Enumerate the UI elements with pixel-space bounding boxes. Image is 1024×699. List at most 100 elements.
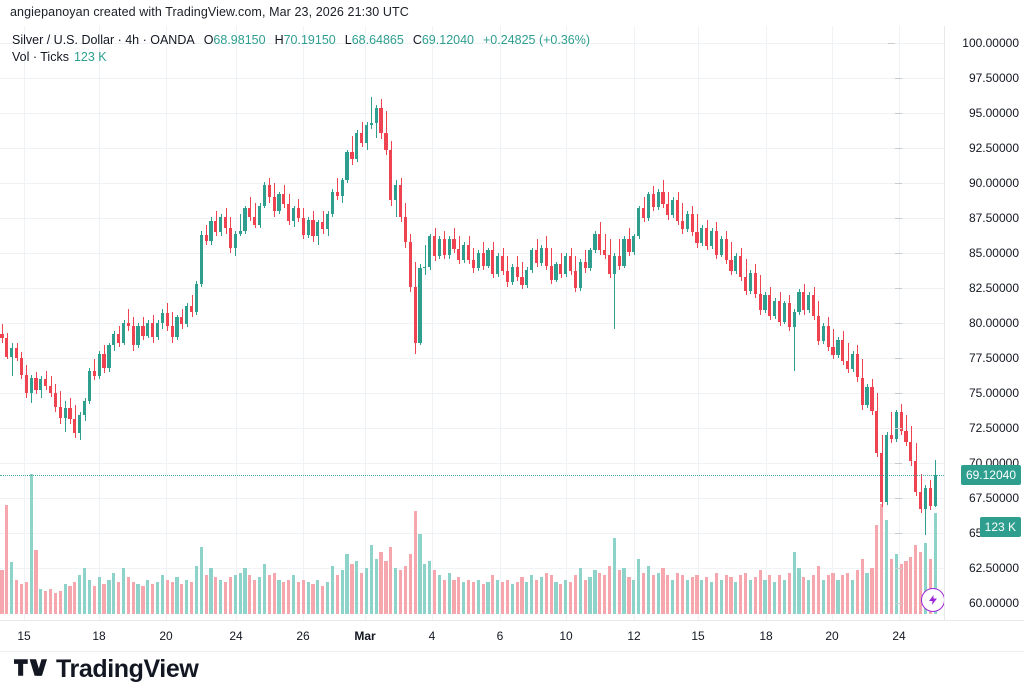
volume-bar	[875, 524, 879, 614]
volume-bar	[880, 503, 884, 614]
volume-bar	[360, 572, 364, 614]
volume-bar	[622, 568, 626, 614]
candle-body	[505, 271, 510, 283]
gridline-horizontal	[0, 43, 944, 45]
volume-bar	[155, 581, 160, 614]
candle-body	[379, 107, 383, 133]
candle-body	[904, 430, 908, 442]
volume-bar	[165, 579, 169, 614]
price-tick-mark	[894, 357, 902, 359]
volume-bar	[53, 593, 58, 614]
volume-bar	[379, 552, 383, 614]
candle-body	[496, 255, 500, 275]
volume-bar	[292, 574, 296, 614]
volume-bar	[928, 558, 932, 614]
candle-body	[525, 269, 529, 286]
gridline-vertical	[432, 26, 433, 620]
price-tick-label: 87.50000	[894, 211, 1019, 225]
volume-bar	[831, 572, 835, 614]
volume-bar	[666, 574, 670, 614]
candle-body	[267, 184, 271, 198]
volume-bar	[510, 584, 514, 614]
candle-body	[880, 452, 884, 502]
candle-body	[875, 411, 879, 453]
volume-bar	[505, 579, 510, 614]
gridline-vertical	[634, 26, 635, 620]
chart-frame: 100.00000 97.50000 95.00000 92.50000 90.0000…	[0, 26, 1024, 620]
candle-body	[58, 406, 62, 419]
volume-bar	[933, 513, 937, 614]
candle-body	[257, 205, 262, 226]
candle-body	[238, 230, 242, 234]
volume-bar	[73, 581, 77, 614]
candle-wick	[746, 258, 747, 296]
candle-wick	[605, 233, 606, 259]
candle-wick	[614, 253, 615, 329]
volume-bar	[384, 561, 388, 614]
candle-body	[194, 283, 198, 312]
candle-wick	[255, 202, 256, 228]
candle-wick	[794, 309, 795, 371]
volume-bar	[83, 568, 87, 614]
volume-bar	[739, 574, 743, 614]
candle-body	[914, 461, 918, 493]
lightning-bolt-icon[interactable]	[921, 588, 944, 612]
gridline-vertical	[236, 26, 237, 620]
legend-symbol[interactable]: Silver / U.S. Dollar · 4h · OANDA	[12, 33, 195, 47]
gridline-horizontal	[0, 567, 944, 569]
volume-bar	[92, 586, 96, 614]
gridline-horizontal	[0, 78, 944, 80]
volume-bar	[131, 581, 135, 614]
candle-body	[374, 107, 378, 124]
time-axis[interactable]: 15 18 20 24 26 Mar 4 6 10 12 15 18 20 24	[0, 620, 1024, 652]
candle-body	[792, 311, 796, 328]
volume-bar	[78, 574, 82, 614]
candle-body	[24, 374, 28, 393]
last-volume-badge: 123 K	[979, 517, 1021, 538]
candle-body	[389, 149, 393, 200]
volume-bar	[578, 568, 582, 614]
attribution-text: angiepanoyan created with TradingView.co…	[10, 5, 409, 19]
candle-body	[107, 345, 111, 368]
candle-body	[136, 325, 140, 346]
legend-close-label: C	[412, 33, 422, 47]
candle-body	[734, 255, 738, 272]
candle-body	[102, 353, 106, 368]
time-tick-label: 24	[229, 629, 243, 643]
price-tick-mark	[888, 43, 896, 45]
volume-bar	[364, 568, 369, 614]
candle-body	[63, 408, 67, 419]
candle-body	[515, 267, 519, 277]
legend-close-value: 69.12040	[421, 33, 474, 47]
tradingview-logo[interactable]: TradingView	[14, 655, 199, 684]
volume-bar	[296, 581, 301, 614]
candle-body	[29, 377, 33, 393]
legend-volume-label[interactable]: Vol · Ticks	[12, 50, 69, 64]
candle-body	[535, 250, 539, 263]
volume-bar	[199, 547, 203, 614]
candle-body	[199, 234, 203, 284]
candle-body	[442, 239, 446, 255]
candle-body	[282, 194, 286, 205]
plot-area[interactable]	[0, 26, 944, 620]
price-axis[interactable]: 100.00000 97.50000 95.00000 92.50000 90.0000…	[888, 26, 1024, 620]
volume-bar	[923, 542, 927, 614]
candle-body	[627, 239, 631, 252]
candle-body	[821, 325, 825, 342]
time-tick-label: 4	[428, 629, 436, 643]
candle-body	[719, 239, 723, 255]
candle-body	[607, 254, 612, 275]
candle-wick	[551, 247, 552, 284]
candle-body	[112, 334, 116, 346]
volume-bar	[437, 574, 441, 614]
volume-bar	[403, 565, 407, 614]
legend-line-ohlc: Silver / U.S. Dollar · 4h · OANDA O68.981…	[12, 32, 590, 49]
volume-bar	[583, 579, 587, 614]
volume-bar	[549, 574, 553, 614]
volume-bar	[374, 558, 378, 614]
volume-bar	[160, 574, 164, 614]
volume-bar	[170, 581, 174, 614]
volume-bar	[223, 581, 228, 614]
gridline-horizontal	[0, 323, 944, 324]
volume-bar	[355, 561, 359, 614]
